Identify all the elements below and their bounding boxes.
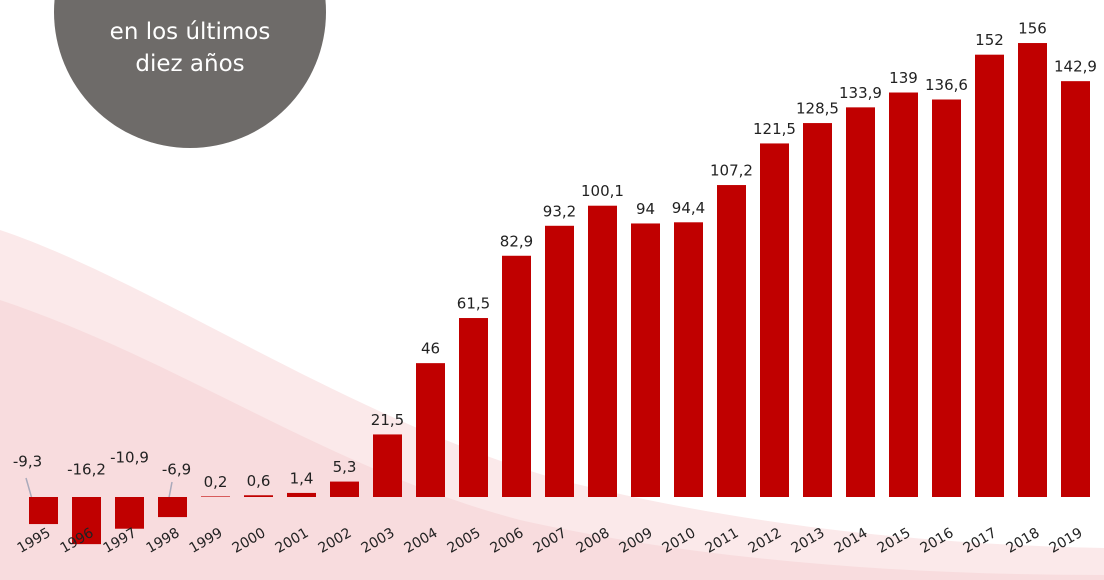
data-label: 100,1 <box>581 182 624 200</box>
bar <box>373 434 402 497</box>
bar <box>287 492 316 497</box>
title-line: diez años <box>135 51 244 77</box>
bar <box>201 496 230 497</box>
data-label: 142,9 <box>1054 58 1097 76</box>
data-label: 0,6 <box>247 472 271 490</box>
bar <box>846 107 875 497</box>
data-label: 152 <box>975 31 1004 49</box>
data-label: 93,2 <box>543 202 576 220</box>
data-label: 139 <box>889 69 918 87</box>
data-label: 1,4 <box>290 469 314 487</box>
bar <box>932 99 961 497</box>
data-label: 94,4 <box>672 199 705 217</box>
data-label: 133,9 <box>839 84 882 102</box>
bar <box>330 481 359 497</box>
bar <box>545 225 574 497</box>
bar <box>889 92 918 497</box>
data-label: -16,2 <box>67 461 106 479</box>
data-label: -10,9 <box>110 449 149 467</box>
background-swoosh-inner <box>0 300 1104 580</box>
bar <box>29 497 58 525</box>
data-label: -9,3 <box>13 453 42 471</box>
bar <box>115 497 144 529</box>
data-label: 121,5 <box>753 120 796 138</box>
bar <box>760 143 789 497</box>
data-label: 61,5 <box>457 295 490 313</box>
chart-title: en los últimos diez años <box>110 19 271 77</box>
data-label: 82,9 <box>500 232 533 250</box>
bar <box>803 123 832 497</box>
bar <box>717 185 746 497</box>
bar <box>975 54 1004 498</box>
bar <box>1018 43 1047 497</box>
bar <box>416 363 445 497</box>
data-label: 46 <box>421 340 440 358</box>
data-label: -6,9 <box>162 461 191 479</box>
bar <box>1061 81 1090 497</box>
bar <box>674 222 703 497</box>
data-label: 107,2 <box>710 162 753 180</box>
bar <box>588 205 617 498</box>
data-label: 94 <box>636 200 655 218</box>
data-label: 136,6 <box>925 76 968 94</box>
data-label: 156 <box>1018 20 1047 38</box>
bar <box>158 497 187 518</box>
bar <box>502 255 531 497</box>
bar <box>244 495 273 497</box>
data-label: 0,2 <box>204 473 228 491</box>
title-badge <box>54 0 326 148</box>
bar <box>72 497 101 545</box>
bar <box>631 223 660 497</box>
data-label: 128,5 <box>796 100 839 118</box>
data-label: 5,3 <box>333 458 357 476</box>
bar <box>459 318 488 497</box>
data-label: 21,5 <box>371 411 404 429</box>
title-line: en los últimos <box>110 19 271 45</box>
